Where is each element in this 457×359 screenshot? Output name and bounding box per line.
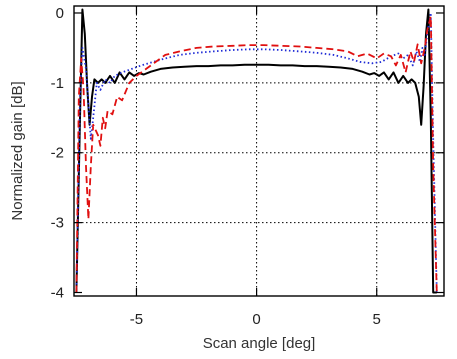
data-series	[75, 8, 438, 294]
grid-lines	[74, 6, 444, 296]
x-axis-label: Scan angle [deg]	[203, 335, 316, 352]
series-line-dotted	[75, 12, 438, 293]
y-axis-label: Normalized gain [dB]	[9, 81, 26, 220]
series-line-dashed	[75, 15, 438, 293]
x-tick-label-0: -5	[130, 311, 143, 328]
y-tick-label-3: -3	[51, 215, 64, 232]
x-tick-label-2: 5	[373, 311, 381, 328]
axis-ticks: -5 0 5 0 -1 -2 -3 -4	[51, 5, 444, 328]
plot-frame	[73, 5, 445, 297]
y-tick-label-2: -2	[51, 145, 64, 162]
x-tick-label-1: 0	[252, 311, 260, 328]
series-line-solid	[75, 8, 437, 294]
y-tick-label-1: -1	[51, 75, 64, 92]
y-tick-label-4: -4	[51, 285, 64, 302]
y-tick-label-0: 0	[56, 5, 64, 22]
